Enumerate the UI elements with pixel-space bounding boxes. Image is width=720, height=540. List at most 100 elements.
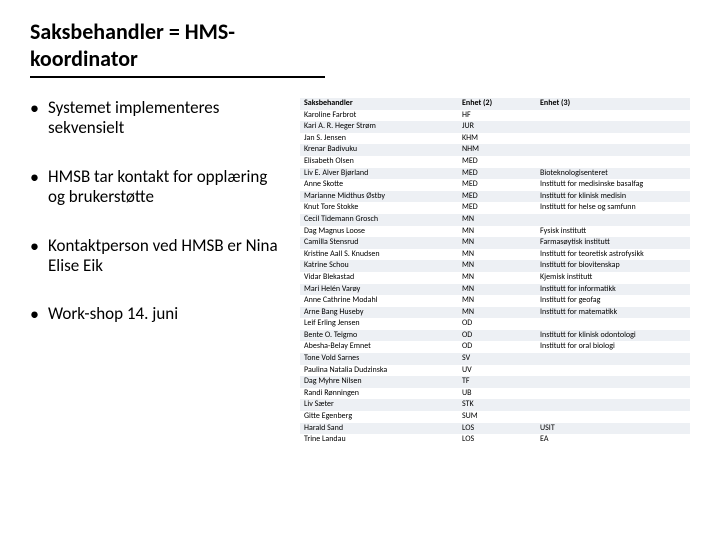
table-cell: Gitte Egenberg: [300, 411, 458, 423]
body: Systemet implementeres sekvensielt HMSB …: [30, 98, 690, 446]
bullet-list: Systemet implementeres sekvensielt HMSB …: [30, 98, 280, 446]
table-cell: UB: [458, 388, 536, 400]
table-row: Dag Myhre NilsenTF: [300, 376, 690, 388]
bullet-item: Kontaktperson ved HMSB er Nina Elise Eik: [30, 236, 280, 277]
table-cell: KHM: [458, 133, 536, 145]
table-row: Tone Vold SarnesSV: [300, 353, 690, 365]
table-cell: MN: [458, 307, 536, 319]
bullet-item: Systemet implementeres sekvensielt: [30, 98, 280, 139]
table-container: Saksbehandler Enhet (2) Enhet (3) Karoli…: [300, 98, 690, 446]
bullet-item: Work-shop 14. juni: [30, 304, 280, 324]
table-cell: OD: [458, 318, 536, 330]
table-cell: [536, 399, 690, 411]
table-cell: MN: [458, 272, 536, 284]
table-cell: LOS: [458, 423, 536, 435]
table-cell: Institutt for teoretisk astrofysikk: [536, 249, 690, 261]
slide: Saksbehandler = HMS-koordinator Systemet…: [0, 0, 720, 540]
table-cell: MN: [458, 226, 536, 238]
table-cell: Katrine Schou: [300, 260, 458, 272]
table-cell: Institutt for klinisk odontologi: [536, 330, 690, 342]
table-row: Dag Magnus LooseMNFysisk institutt: [300, 226, 690, 238]
table-cell: MED: [458, 202, 536, 214]
table-row: Liv E. Alver BjørlandMEDBioteknologisent…: [300, 168, 690, 180]
table-cell: MED: [458, 179, 536, 191]
table-cell: Mari Helén Varøy: [300, 284, 458, 296]
col-header: Enhet (2): [458, 98, 536, 110]
table-row: Bente O. TeigmoODInstitutt for klinisk o…: [300, 330, 690, 342]
table-cell: Elisabeth Olsen: [300, 156, 458, 168]
table-cell: MN: [458, 260, 536, 272]
table-cell: MN: [458, 214, 536, 226]
table-cell: Knut Tore Stokke: [300, 202, 458, 214]
table-row: Elisabeth OlsenMED: [300, 156, 690, 168]
table-cell: Farmasøytisk institutt: [536, 237, 690, 249]
table-cell: SUM: [458, 411, 536, 423]
table-cell: Randi Rønningen: [300, 388, 458, 400]
table-row: Liv SæterSTK: [300, 399, 690, 411]
col-header: Saksbehandler: [300, 98, 458, 110]
table-cell: NHM: [458, 144, 536, 156]
table-cell: [536, 110, 690, 122]
table-cell: Kristine Aall S. Knudsen: [300, 249, 458, 261]
table-cell: Institutt for helse og samfunn: [536, 202, 690, 214]
table-row: Anne SkotteMEDInstitutt for medisinske b…: [300, 179, 690, 191]
table-cell: Paulina Natalia Dudzinska: [300, 365, 458, 377]
table-cell: STK: [458, 399, 536, 411]
table-cell: EA: [536, 434, 690, 446]
table-header-row: Saksbehandler Enhet (2) Enhet (3): [300, 98, 690, 110]
table-cell: OD: [458, 330, 536, 342]
table-cell: Dag Myhre Nilsen: [300, 376, 458, 388]
table-row: Camilla StensrudMNFarmasøytisk institutt: [300, 237, 690, 249]
table-cell: MED: [458, 168, 536, 180]
table-row: Leif Erling JensenOD: [300, 318, 690, 330]
table-cell: Arne Bang Huseby: [300, 307, 458, 319]
table-cell: Jan S. Jensen: [300, 133, 458, 145]
table-cell: TF: [458, 376, 536, 388]
table-cell: [536, 214, 690, 226]
table-cell: [536, 365, 690, 377]
table-cell: Leif Erling Jensen: [300, 318, 458, 330]
table-cell: MN: [458, 237, 536, 249]
table-row: Knut Tore StokkeMEDInstitutt for helse o…: [300, 202, 690, 214]
table-cell: Marianne Midthus Østby: [300, 191, 458, 203]
table-cell: UV: [458, 365, 536, 377]
table-row: Jan S. JensenKHM: [300, 133, 690, 145]
table-cell: Institutt for informatikk: [536, 284, 690, 296]
table-row: Abesha-Belay EmnetODInstitutt for oral b…: [300, 341, 690, 353]
table-cell: Anne Cathrine Modahl: [300, 295, 458, 307]
table-cell: OD: [458, 341, 536, 353]
table-cell: Bioteknologisenteret: [536, 168, 690, 180]
table-row: Gitte EgenbergSUM: [300, 411, 690, 423]
table-cell: Institutt for matematikk: [536, 307, 690, 319]
table-cell: Krenar Badivuku: [300, 144, 458, 156]
table-cell: Karoline Farbrot: [300, 110, 458, 122]
table-row: Katrine SchouMNInstitutt for biovitenska…: [300, 260, 690, 272]
table-row: Krenar BadivukuNHM: [300, 144, 690, 156]
table-cell: Vidar Blekastad: [300, 272, 458, 284]
col-header: Enhet (3): [536, 98, 690, 110]
table-row: Anne Cathrine ModahlMNInstitutt for geof…: [300, 295, 690, 307]
table-row: Trine LandauLOSEA: [300, 434, 690, 446]
table-row: Kristine Aall S. KnudsenMNInstitutt for …: [300, 249, 690, 261]
table-cell: MED: [458, 191, 536, 203]
table-cell: MED: [458, 156, 536, 168]
table-row: Paulina Natalia DudzinskaUV: [300, 365, 690, 377]
table-cell: Abesha-Belay Emnet: [300, 341, 458, 353]
table-cell: JUR: [458, 121, 536, 133]
table-cell: SV: [458, 353, 536, 365]
table-cell: [536, 318, 690, 330]
table-cell: MN: [458, 295, 536, 307]
table-cell: Liv Sæter: [300, 399, 458, 411]
table-cell: Institutt for oral biologi: [536, 341, 690, 353]
table-cell: Kari A. R. Heger Strøm: [300, 121, 458, 133]
table-cell: MN: [458, 249, 536, 261]
table-cell: Kjemisk institutt: [536, 272, 690, 284]
table-cell: [536, 144, 690, 156]
table-cell: [536, 411, 690, 423]
table-cell: Institutt for medisinske basalfag: [536, 179, 690, 191]
table-cell: Anne Skotte: [300, 179, 458, 191]
table-cell: Bente O. Teigmo: [300, 330, 458, 342]
table-cell: Dag Magnus Loose: [300, 226, 458, 238]
table-cell: LOS: [458, 434, 536, 446]
table-cell: Cecil Tidemann Grosch: [300, 214, 458, 226]
